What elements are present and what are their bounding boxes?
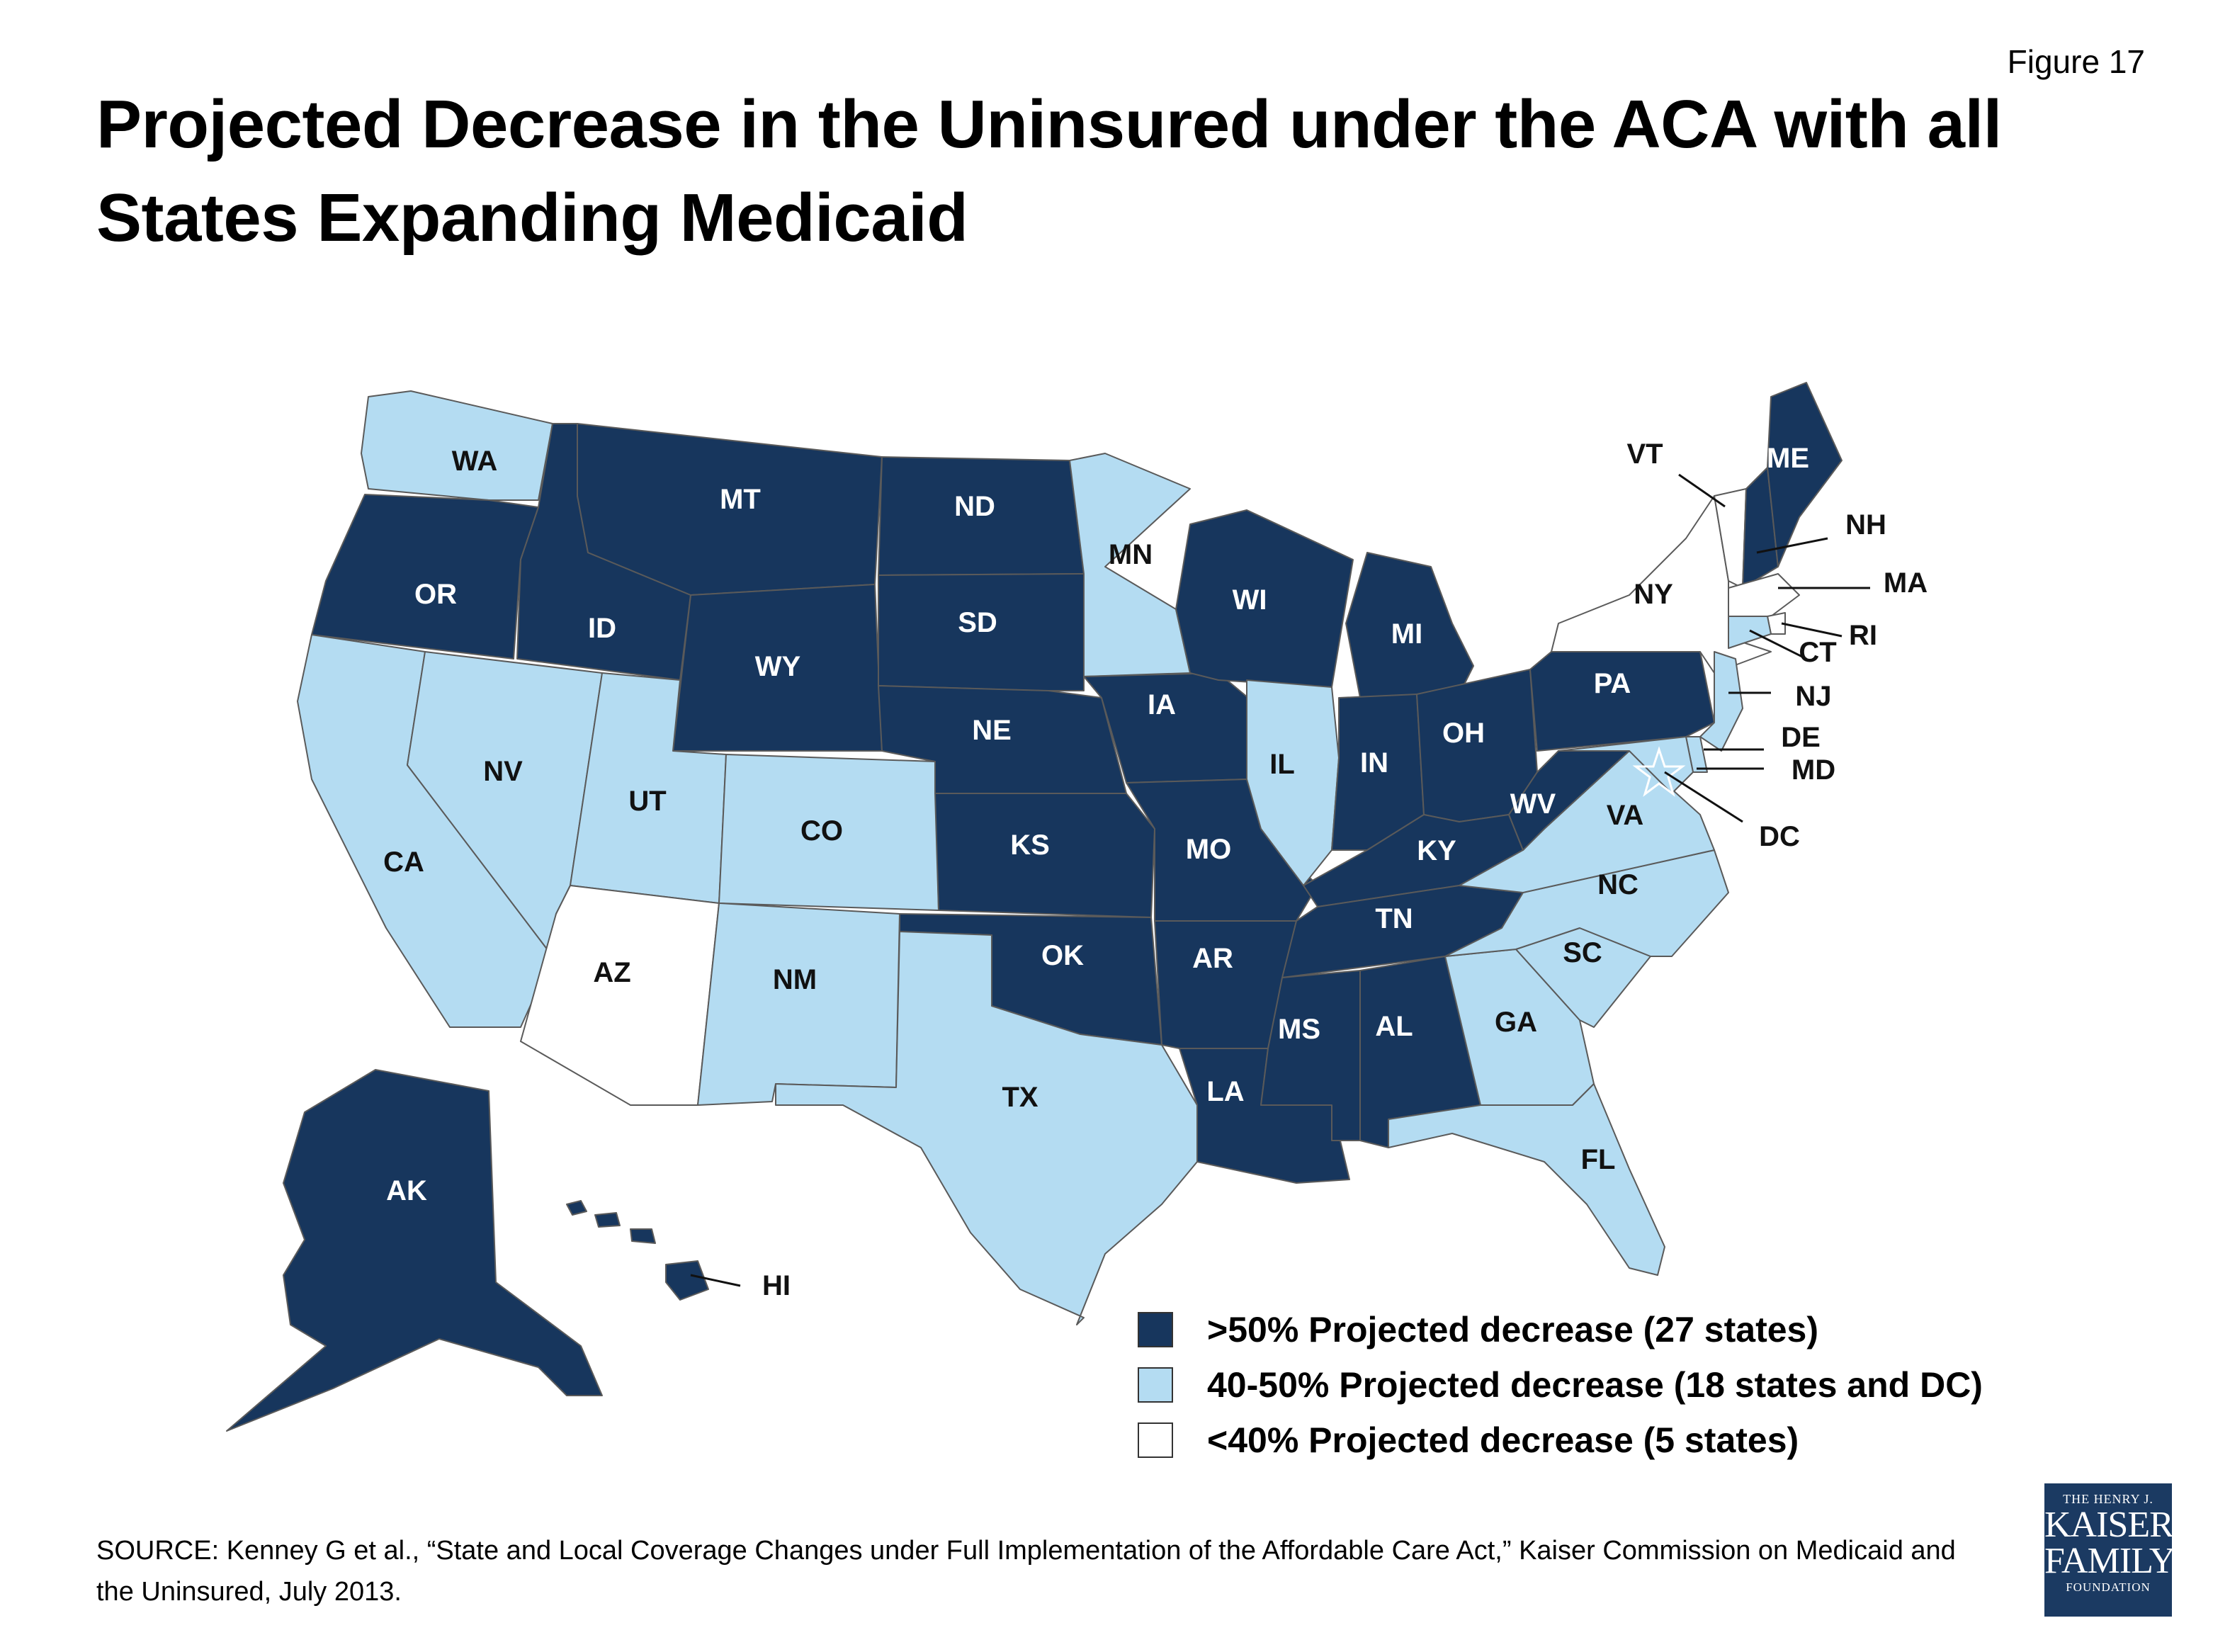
logo-line-3: FAMILY bbox=[2044, 1541, 2175, 1581]
state-HI[interactable] bbox=[566, 1200, 709, 1301]
state-label-ME: ME bbox=[1767, 443, 1809, 474]
state-label-WA: WA bbox=[452, 446, 497, 477]
state-label-NY: NY bbox=[1634, 579, 1673, 610]
state-AK[interactable] bbox=[226, 1069, 603, 1432]
state-label-CA: CA bbox=[383, 847, 424, 878]
state-label-MN: MN bbox=[1109, 539, 1153, 570]
state-label-IA: IA bbox=[1148, 689, 1176, 720]
leader-line-VT bbox=[1678, 473, 1726, 508]
leader-line-DC bbox=[1664, 771, 1743, 823]
state-label-WI: WI bbox=[1233, 584, 1267, 616]
state-IL[interactable] bbox=[1246, 679, 1340, 886]
state-label-AK: AK bbox=[386, 1175, 427, 1206]
state-label-MS: MS bbox=[1278, 1014, 1320, 1045]
state-label-MA: MA bbox=[1884, 567, 1928, 599]
chart-title: Projected Decrease in the Uninsured unde… bbox=[96, 86, 2002, 256]
state-label-UT: UT bbox=[628, 786, 666, 817]
state-label-MD: MD bbox=[1792, 754, 1835, 786]
state-TX[interactable] bbox=[775, 931, 1198, 1325]
state-label-TX: TX bbox=[1002, 1082, 1038, 1113]
state-label-LA: LA bbox=[1206, 1076, 1244, 1107]
logo-line-4: FOUNDATION bbox=[2066, 1580, 2151, 1594]
state-FL[interactable] bbox=[1388, 1083, 1665, 1276]
state-label-NV: NV bbox=[483, 756, 523, 787]
state-label-OK: OK bbox=[1041, 940, 1084, 971]
legend-label-low: <40% Projected decrease (5 states) bbox=[1207, 1420, 1799, 1460]
legend-label-high: >50% Projected decrease (27 states) bbox=[1207, 1310, 1818, 1350]
state-label-RI: RI bbox=[1849, 620, 1877, 651]
state-label-DC: DC bbox=[1759, 821, 1800, 852]
legend: >50% Projected decrease (27 states) 40-5… bbox=[1138, 1302, 1983, 1468]
figure-label: Figure 17 bbox=[2007, 43, 2145, 80]
legend-label-mid: 40-50% Projected decrease (18 states and… bbox=[1207, 1365, 1983, 1405]
state-WA[interactable] bbox=[361, 390, 553, 501]
state-label-AL: AL bbox=[1375, 1011, 1413, 1042]
kff-logo: THE HENRY J. KAISER FAMILY FOUNDATION bbox=[2044, 1483, 2175, 1617]
state-label-AR: AR bbox=[1192, 943, 1233, 974]
state-label-CT: CT bbox=[1799, 637, 1836, 668]
state-label-MT: MT bbox=[720, 484, 761, 515]
state-SD[interactable] bbox=[878, 573, 1085, 691]
state-label-VT: VT bbox=[1626, 439, 1663, 470]
leader-line-NH bbox=[1756, 537, 1828, 554]
state-label-NC: NC bbox=[1597, 869, 1638, 900]
state-label-IN: IN bbox=[1360, 747, 1388, 779]
legend-item-low: <40% Projected decrease (5 states) bbox=[1138, 1413, 1983, 1468]
state-label-GA: GA bbox=[1495, 1007, 1537, 1038]
state-CT[interactable] bbox=[1728, 616, 1772, 649]
legend-swatch-mid bbox=[1138, 1367, 1173, 1403]
state-label-CO: CO bbox=[800, 815, 843, 847]
state-label-AZ: AZ bbox=[593, 957, 630, 988]
state-label-SD: SD bbox=[958, 607, 997, 638]
state-label-OR: OR bbox=[414, 579, 457, 610]
state-label-NH: NH bbox=[1845, 509, 1886, 541]
logo-line-1: THE HENRY J. bbox=[2063, 1492, 2153, 1506]
legend-item-high: >50% Projected decrease (27 states) bbox=[1138, 1302, 1983, 1357]
legend-item-mid: 40-50% Projected decrease (18 states and… bbox=[1138, 1357, 1983, 1413]
state-label-WV: WV bbox=[1510, 788, 1556, 820]
state-label-ND: ND bbox=[954, 491, 995, 522]
dc-star-icon bbox=[1632, 746, 1686, 797]
state-label-NM: NM bbox=[773, 964, 817, 995]
state-label-KY: KY bbox=[1417, 835, 1456, 866]
state-label-MO: MO bbox=[1186, 834, 1231, 865]
logo-line-2: KAISER bbox=[2044, 1505, 2174, 1545]
state-label-NE: NE bbox=[972, 715, 1012, 746]
legend-swatch-high bbox=[1138, 1312, 1173, 1347]
state-label-WY: WY bbox=[755, 651, 801, 682]
state-label-ID: ID bbox=[588, 613, 616, 644]
state-MI[interactable] bbox=[1345, 552, 1474, 698]
state-label-PA: PA bbox=[1594, 668, 1631, 699]
state-KS[interactable] bbox=[934, 793, 1155, 918]
leader-line-RI bbox=[1781, 622, 1843, 638]
source-note: SOURCE: Kenney G et al., “State and Loca… bbox=[96, 1536, 1956, 1607]
state-OR[interactable] bbox=[311, 494, 539, 660]
state-label-IL: IL bbox=[1269, 749, 1295, 780]
state-label-TN: TN bbox=[1375, 903, 1413, 934]
state-label-VA: VA bbox=[1607, 800, 1644, 831]
state-NM[interactable] bbox=[697, 903, 900, 1106]
legend-swatch-low bbox=[1138, 1422, 1173, 1458]
state-NJ[interactable] bbox=[1699, 651, 1743, 752]
leader-line-CT bbox=[1749, 629, 1807, 660]
state-label-KS: KS bbox=[1010, 830, 1050, 861]
state-label-FL: FL bbox=[1581, 1144, 1616, 1175]
state-MA[interactable] bbox=[1728, 573, 1800, 617]
state-label-NJ: NJ bbox=[1795, 681, 1831, 712]
state-label-SC: SC bbox=[1563, 937, 1602, 968]
state-label-OH: OH bbox=[1442, 718, 1485, 749]
state-ME[interactable] bbox=[1767, 382, 1843, 567]
state-label-MI: MI bbox=[1391, 618, 1422, 650]
state-label-DE: DE bbox=[1781, 722, 1821, 753]
leader-line-HI bbox=[690, 1274, 741, 1287]
state-label-HI: HI bbox=[762, 1270, 791, 1301]
